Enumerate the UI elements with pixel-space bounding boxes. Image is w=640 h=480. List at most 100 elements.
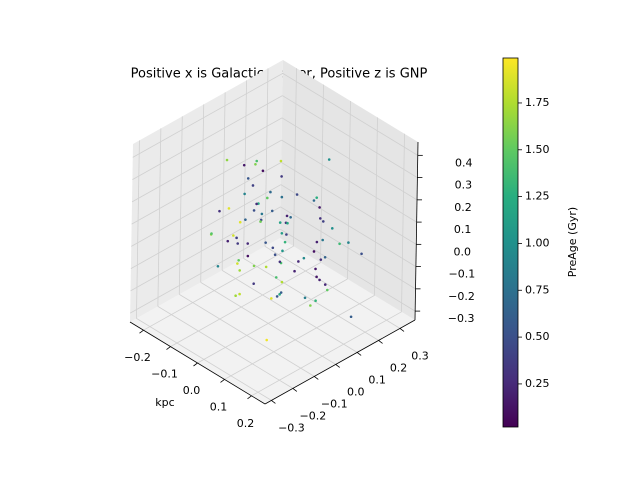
colorbar-tick-label: 0.50 [525, 330, 550, 343]
x-tick-label: −0.1 [151, 368, 178, 381]
point [216, 264, 220, 268]
point [264, 265, 268, 269]
point [278, 293, 281, 296]
point [360, 252, 363, 256]
point [327, 158, 331, 161]
point [274, 276, 278, 279]
grid-line [132, 73, 283, 158]
point [264, 241, 267, 244]
grid-line [224, 295, 375, 380]
point [273, 253, 277, 256]
point [283, 240, 287, 244]
point [338, 242, 341, 246]
grid-line [264, 246, 401, 329]
grid-line [221, 270, 358, 353]
point [295, 193, 299, 196]
point [260, 212, 264, 216]
point [321, 220, 325, 223]
grid-line [374, 117, 378, 296]
x-tick-label: −0.2 [124, 351, 151, 364]
point [309, 304, 312, 307]
y-tick [271, 400, 276, 404]
point [285, 233, 288, 236]
point [255, 202, 258, 206]
grid-line [281, 162, 417, 245]
point [269, 190, 272, 194]
point [280, 195, 284, 199]
colorbar-tick-label: 1.00 [525, 236, 550, 249]
point [280, 231, 284, 235]
grid-line [136, 318, 272, 401]
point [270, 209, 274, 213]
z-tick-label: 0.4 [455, 156, 473, 169]
colorbar [502, 57, 519, 428]
x-tick-label: 0.2 [237, 417, 255, 430]
point [235, 236, 238, 240]
point [286, 221, 289, 225]
grid-line [347, 100, 351, 280]
point [246, 177, 250, 180]
point [242, 163, 246, 167]
y-tick [356, 352, 362, 356]
point [266, 196, 269, 200]
point [312, 250, 316, 253]
point [312, 199, 316, 202]
point [321, 238, 324, 242]
point [330, 227, 334, 230]
point [265, 338, 268, 342]
pane-left [130, 60, 283, 322]
grid-line [281, 139, 417, 223]
point [347, 241, 350, 244]
grid-line [251, 311, 402, 397]
point [325, 288, 329, 292]
point [302, 256, 306, 260]
grid-line [130, 206, 281, 292]
point [278, 260, 282, 264]
grid-line [157, 306, 294, 389]
point [227, 207, 231, 210]
colorbar-tick-label: 1.50 [525, 143, 550, 156]
grid-line [170, 262, 321, 347]
grid-line [293, 68, 297, 247]
point [244, 218, 247, 221]
z-tick-label: 0.3 [455, 179, 473, 192]
grid-line [157, 128, 162, 307]
point [255, 159, 259, 163]
axis-line [264, 319, 416, 405]
point [246, 242, 250, 245]
grid-line [136, 140, 140, 319]
point [297, 260, 300, 263]
y-tick-label: 0.0 [347, 385, 365, 398]
point [281, 249, 284, 253]
point [279, 291, 283, 294]
grid-line [143, 245, 294, 331]
point [236, 242, 240, 245]
y-tick [378, 340, 383, 344]
point [252, 209, 256, 212]
point [252, 264, 256, 268]
colorbar-tick-label: 1.25 [525, 190, 550, 203]
grid-line [221, 92, 226, 271]
grid-line [197, 278, 348, 364]
point [218, 209, 221, 213]
grid-line [282, 95, 418, 178]
point [279, 159, 283, 163]
point [237, 258, 240, 262]
point [315, 196, 319, 199]
colorbar-tick-label: 1.75 [525, 96, 550, 109]
grid-line [200, 104, 205, 283]
point [318, 278, 321, 282]
y-tick-label: 0.3 [411, 349, 429, 362]
point [236, 262, 239, 265]
z-tick-label: −0.1 [449, 268, 476, 281]
grid-line [178, 116, 183, 295]
grid-line [280, 184, 417, 267]
grid-line [200, 282, 336, 365]
colorbar-tick-label: 0.75 [525, 283, 550, 296]
z-tick-label: 0.1 [454, 223, 472, 236]
point [285, 214, 289, 218]
grid-line [320, 84, 324, 263]
point [261, 169, 265, 173]
